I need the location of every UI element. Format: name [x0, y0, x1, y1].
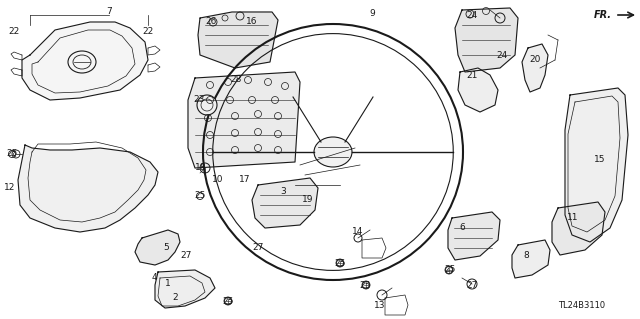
- Polygon shape: [188, 72, 300, 168]
- Text: FR.: FR.: [594, 10, 612, 20]
- Polygon shape: [565, 88, 628, 242]
- Text: 21: 21: [467, 70, 477, 79]
- Text: 15: 15: [595, 155, 605, 165]
- Text: 10: 10: [212, 175, 224, 184]
- Text: 24: 24: [497, 50, 508, 60]
- Polygon shape: [455, 8, 518, 72]
- Text: 20: 20: [529, 56, 541, 64]
- Polygon shape: [198, 12, 278, 68]
- Text: 26: 26: [205, 18, 217, 26]
- Text: 25: 25: [195, 191, 205, 201]
- Text: 27: 27: [467, 280, 477, 290]
- Polygon shape: [18, 145, 158, 232]
- Text: 2: 2: [172, 293, 178, 302]
- Text: 14: 14: [352, 227, 364, 236]
- Text: 6: 6: [459, 224, 465, 233]
- Text: 25: 25: [334, 258, 346, 268]
- Text: 9: 9: [369, 9, 375, 18]
- Text: 11: 11: [567, 213, 579, 222]
- Text: 27: 27: [180, 250, 192, 259]
- Polygon shape: [458, 68, 498, 112]
- Text: 19: 19: [302, 196, 314, 204]
- Text: TL24B3110: TL24B3110: [558, 300, 605, 309]
- Text: 7: 7: [106, 6, 112, 16]
- Polygon shape: [155, 270, 215, 308]
- Text: 17: 17: [239, 175, 251, 184]
- Text: 13: 13: [374, 300, 386, 309]
- Text: 22: 22: [142, 27, 154, 36]
- Text: 18: 18: [195, 164, 207, 173]
- Text: 16: 16: [246, 18, 258, 26]
- Text: 1: 1: [165, 278, 171, 287]
- Text: 3: 3: [280, 188, 286, 197]
- Text: 25: 25: [359, 280, 371, 290]
- Text: 5: 5: [163, 242, 169, 251]
- Polygon shape: [448, 212, 500, 260]
- Text: 25: 25: [222, 296, 234, 306]
- Polygon shape: [552, 202, 605, 255]
- Text: 23: 23: [193, 95, 205, 105]
- Text: 8: 8: [523, 251, 529, 261]
- Polygon shape: [512, 240, 550, 278]
- Text: 25: 25: [6, 150, 18, 159]
- Text: 25: 25: [444, 265, 456, 275]
- Polygon shape: [135, 230, 180, 265]
- Polygon shape: [22, 22, 148, 100]
- Polygon shape: [522, 44, 548, 92]
- Text: 22: 22: [8, 27, 20, 36]
- Text: 28: 28: [230, 76, 242, 85]
- Circle shape: [197, 95, 217, 115]
- Text: 12: 12: [4, 183, 16, 192]
- Polygon shape: [252, 178, 318, 228]
- Ellipse shape: [314, 137, 352, 167]
- Text: 27: 27: [252, 242, 264, 251]
- Text: 4: 4: [151, 272, 157, 281]
- Text: 24: 24: [467, 11, 477, 20]
